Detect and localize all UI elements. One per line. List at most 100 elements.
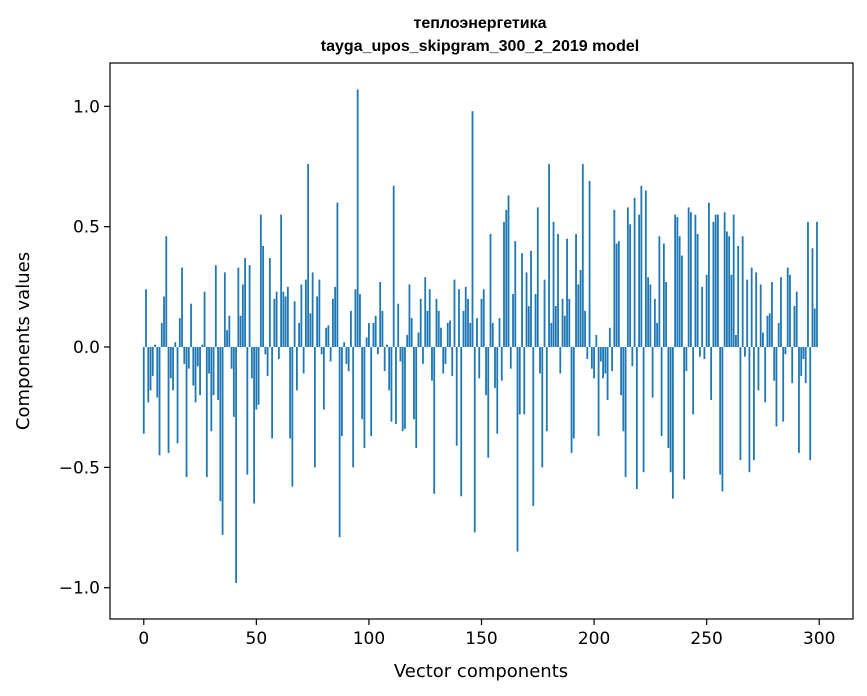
bar [512, 294, 514, 348]
bar [705, 274, 708, 348]
bar [759, 284, 762, 348]
bar [419, 298, 422, 348]
bar [442, 347, 445, 374]
bar [446, 322, 449, 348]
bar [588, 180, 591, 348]
bar [201, 344, 204, 348]
bar [473, 347, 476, 533]
bar [577, 284, 580, 348]
bar [320, 347, 323, 355]
bar [458, 289, 460, 348]
bar [433, 347, 436, 494]
x-axis: 0 50 100 150 200 250 300 [138, 619, 835, 649]
bar [494, 347, 496, 388]
x-tick-label: 100 [353, 629, 385, 649]
bar [629, 224, 631, 348]
bar [570, 347, 573, 453]
bar [620, 347, 622, 396]
bar [539, 347, 541, 374]
bar [350, 310, 352, 348]
bar [802, 347, 805, 360]
x-tick-label: 250 [690, 629, 722, 649]
bar [158, 347, 161, 456]
bar [687, 207, 690, 348]
bar [406, 334, 409, 348]
bar [410, 318, 413, 348]
bar [192, 347, 195, 386]
bar [338, 347, 341, 538]
bar [169, 347, 172, 379]
bar [755, 272, 758, 348]
bar [530, 250, 532, 348]
bar [453, 279, 456, 348]
bar [489, 233, 492, 348]
bar [568, 298, 571, 348]
bar [424, 277, 427, 348]
bar [377, 347, 379, 355]
bar [584, 310, 586, 348]
bar [633, 197, 636, 348]
bar [455, 347, 458, 446]
x-tick-label: 0 [138, 629, 149, 649]
bar [485, 347, 487, 396]
bar [561, 298, 564, 348]
y-tick-label: 0.0 [73, 338, 100, 358]
y-tick-label: −0.5 [59, 458, 100, 478]
bar [147, 347, 150, 403]
bar [566, 238, 568, 348]
bar [295, 347, 298, 391]
bar [325, 327, 328, 348]
bar [426, 310, 429, 348]
bar [717, 214, 719, 348]
bar [235, 347, 237, 583]
bar [250, 347, 253, 379]
bar [151, 347, 154, 376]
bar [363, 347, 366, 449]
bar [388, 347, 391, 391]
bar [203, 291, 206, 348]
bar [732, 214, 735, 348]
bar [768, 313, 771, 348]
bar [723, 212, 726, 348]
bar [228, 315, 231, 348]
bar [741, 236, 744, 348]
x-tick-label: 200 [578, 629, 610, 649]
bar [415, 347, 418, 449]
bar [154, 344, 156, 348]
x-tick-label: 150 [465, 629, 497, 649]
bar [496, 347, 499, 434]
bar [311, 272, 314, 348]
chart-subtitle: tayga_upos_skipgram_300_2_2019 model [321, 38, 639, 55]
bar [642, 347, 645, 473]
bar [611, 347, 613, 372]
bar [145, 289, 147, 348]
bar [735, 334, 737, 348]
bar [554, 306, 557, 348]
y-tick-label: 0.5 [73, 218, 100, 238]
bar [356, 89, 359, 348]
bar [683, 347, 686, 480]
bar [649, 284, 652, 348]
bar [525, 272, 528, 348]
bar [361, 347, 364, 420]
bar [586, 347, 589, 360]
bar [811, 248, 814, 348]
bar [181, 267, 183, 348]
bar [809, 347, 812, 461]
bar [753, 347, 755, 461]
bar [613, 209, 616, 348]
bar [347, 347, 350, 372]
bar [304, 279, 307, 348]
y-axis-label: Components values [13, 252, 34, 430]
bar [647, 277, 650, 348]
bar [775, 347, 778, 427]
bar [160, 322, 163, 348]
bar [277, 347, 280, 360]
x-axis-label: Vector components [394, 661, 568, 682]
bar [217, 347, 219, 400]
bar [149, 347, 152, 391]
bar [440, 327, 442, 348]
bar [172, 347, 174, 391]
bar [719, 347, 722, 475]
bar [404, 347, 406, 429]
